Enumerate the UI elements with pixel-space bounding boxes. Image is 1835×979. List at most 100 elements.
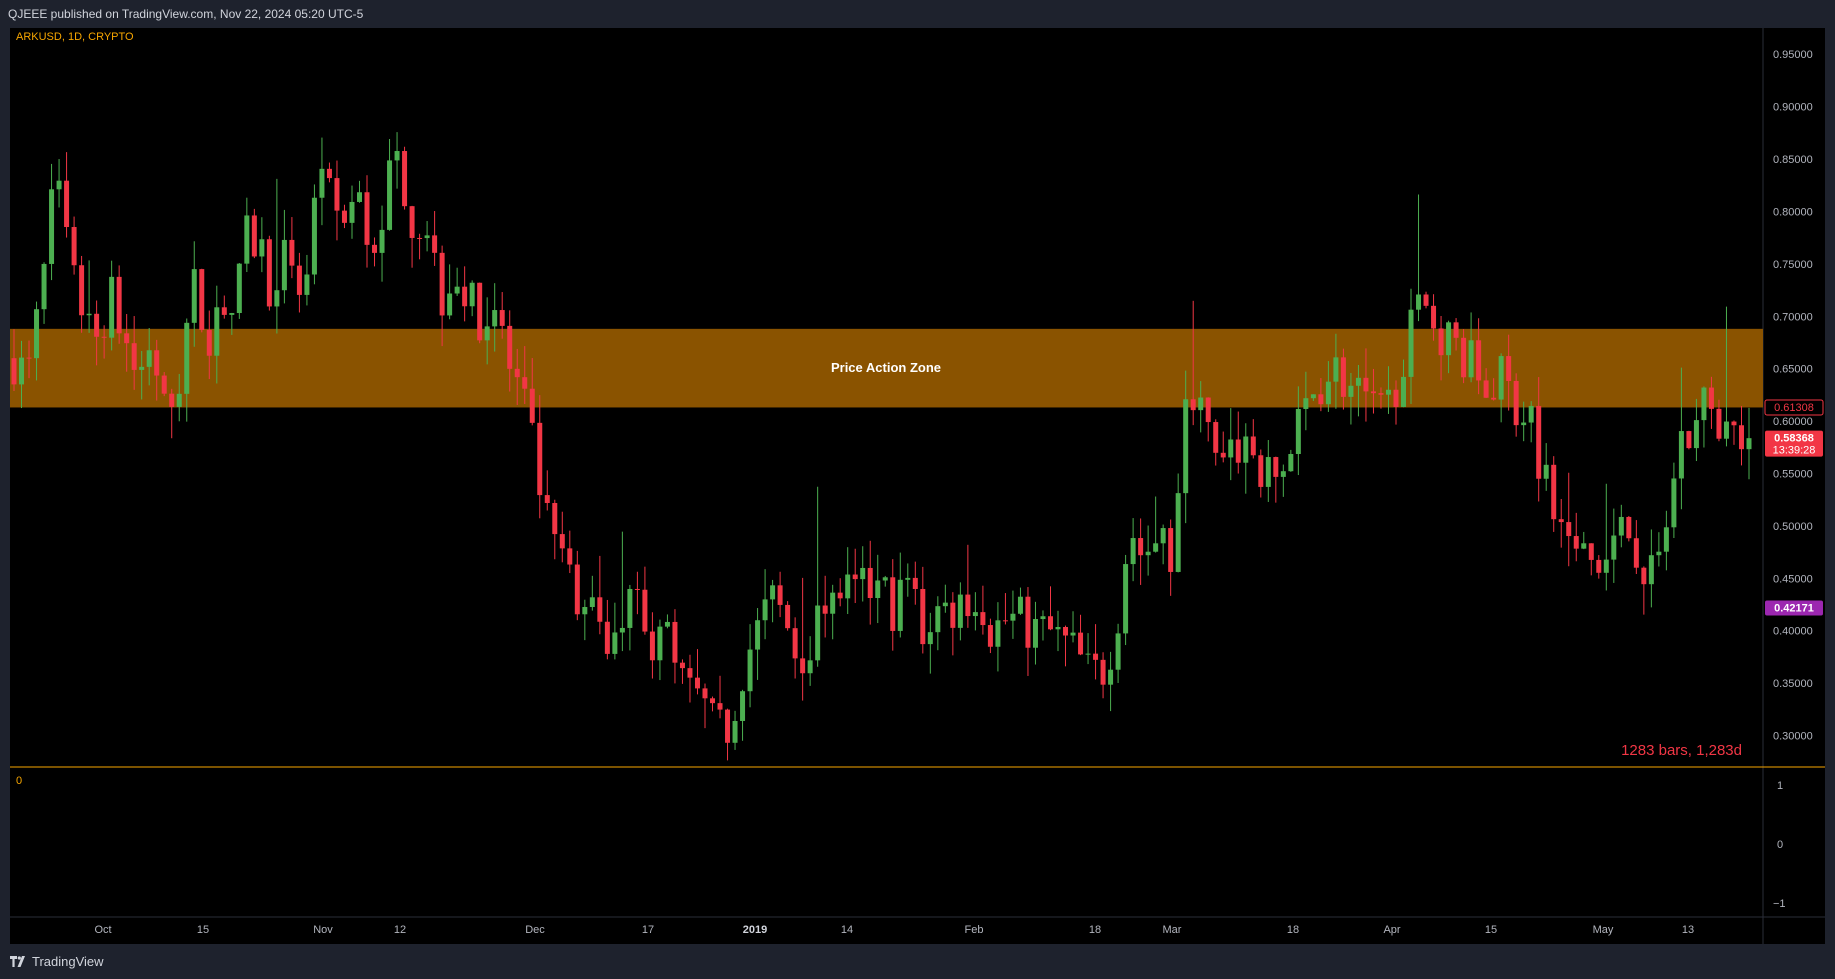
candle-body	[1521, 422, 1527, 426]
candle-body	[935, 606, 941, 633]
bars-count-label: 1283 bars, 1,283d	[1621, 742, 1742, 759]
candle-body	[1626, 516, 1632, 539]
y-tick-label: 0.50000	[1773, 521, 1813, 533]
candle-body	[1063, 627, 1069, 636]
candle-body	[920, 588, 926, 645]
tradingview-logo[interactable]: TradingView	[10, 954, 104, 969]
candle-body	[1183, 399, 1189, 494]
candle-body	[1175, 493, 1181, 572]
x-tick-label: 15	[1485, 924, 1497, 936]
chart-frame[interactable]: Price Action Zone ARKUSD, 1D, CRYPTO 0.950…	[10, 28, 1825, 944]
candle-body	[822, 605, 828, 614]
candle-body	[199, 269, 205, 330]
candle-body	[942, 602, 948, 607]
x-tick-label: Nov	[313, 924, 333, 936]
candle-body	[439, 252, 445, 316]
candle-body	[116, 276, 122, 334]
price-label-box	[1765, 430, 1823, 457]
candle-body	[161, 375, 167, 394]
candle-body	[432, 235, 438, 253]
x-tick-label: Apr	[1383, 924, 1400, 936]
candle-body	[1130, 538, 1136, 565]
candle-body	[567, 548, 573, 565]
candle-body	[897, 579, 903, 631]
candle-body	[1348, 385, 1354, 397]
candle-body	[1115, 633, 1121, 670]
price-label-value: 0.61308	[1774, 402, 1814, 414]
candle-body	[702, 688, 708, 699]
candle-body	[454, 286, 460, 294]
zone-label: Price Action Zone	[831, 360, 941, 375]
candle-body	[71, 227, 77, 266]
candle-body	[274, 290, 280, 307]
candle-body	[492, 310, 498, 327]
candle-body	[552, 503, 558, 535]
x-tick-label: Feb	[965, 924, 984, 936]
candle-body	[229, 313, 235, 315]
candle-body	[326, 168, 332, 179]
candle-body	[101, 336, 107, 338]
candle-body	[1573, 536, 1579, 549]
candle-body	[1235, 439, 1241, 463]
price-chart[interactable]: Price Action Zone ARKUSD, 1D, CRYPTO 0.950…	[10, 28, 1825, 944]
candle-body	[627, 588, 633, 628]
candle-body	[154, 350, 160, 376]
candle-body	[559, 534, 565, 549]
candle-body	[1055, 627, 1061, 630]
candle-body	[1738, 425, 1744, 450]
candle-body	[890, 577, 896, 631]
candle-body	[1618, 516, 1624, 536]
candle-body	[34, 309, 40, 359]
candle-body	[1273, 457, 1279, 477]
y-tick-label: 0.90000	[1773, 102, 1813, 114]
candle-body	[1385, 389, 1391, 395]
candle-body	[356, 192, 362, 202]
candle-body	[634, 588, 640, 590]
price-label-value: 0.42171	[1774, 602, 1814, 614]
y-tick-label: 0.55000	[1773, 468, 1813, 480]
lower-y-tick-label: 0	[1777, 839, 1783, 851]
candle-body	[1641, 567, 1647, 585]
candle-body	[1153, 543, 1159, 552]
candle-body	[1611, 535, 1617, 560]
y-tick-label: 0.30000	[1773, 731, 1813, 743]
candle-body	[957, 594, 963, 628]
candle-body	[1047, 616, 1053, 630]
tradingview-brand-text: TradingView	[32, 954, 104, 969]
candle-body	[649, 631, 655, 661]
candle-body	[1078, 632, 1084, 655]
candle-body	[1693, 420, 1699, 449]
candle-body	[477, 282, 483, 341]
candle-body	[747, 649, 753, 692]
candle-body	[867, 567, 873, 599]
candle-body	[64, 180, 70, 228]
candle-body	[394, 151, 400, 161]
candle-body	[529, 388, 535, 423]
candle-body	[206, 329, 212, 356]
candle-body	[131, 343, 137, 370]
candle-body	[469, 282, 475, 307]
candle-body	[1205, 397, 1211, 423]
x-tick-label: May	[1593, 924, 1614, 936]
candle-body	[1363, 377, 1369, 392]
candle-body	[1243, 436, 1249, 463]
candle-body	[1198, 397, 1204, 411]
x-tick-label: Mar	[1163, 924, 1182, 936]
candle-body	[792, 628, 798, 659]
candle-body	[777, 585, 783, 605]
candle-body	[537, 422, 543, 496]
candle-body	[1551, 464, 1557, 520]
candle-body	[1453, 322, 1459, 338]
candle-body	[837, 592, 843, 599]
candle-body	[1423, 294, 1429, 306]
candle-body	[1280, 471, 1286, 477]
candle-body	[94, 313, 100, 337]
candle-body	[304, 274, 310, 295]
footer-bar: TradingView	[0, 944, 1835, 979]
candle-body	[1168, 528, 1174, 572]
candle-body	[499, 310, 505, 326]
candle-body	[259, 239, 265, 257]
y-tick-label: 0.45000	[1773, 573, 1813, 585]
candle-body	[1108, 669, 1114, 685]
price-label-box	[1765, 600, 1823, 616]
